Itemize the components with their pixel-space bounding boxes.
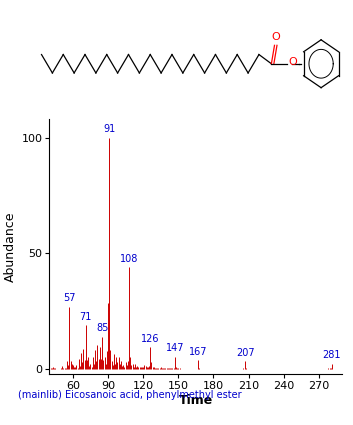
Text: 281: 281 xyxy=(323,350,341,360)
Text: 108: 108 xyxy=(120,254,138,264)
Text: 167: 167 xyxy=(189,347,208,357)
Text: 71: 71 xyxy=(79,312,92,322)
Text: (mainlib) Eicosanoic acid, phenylmethyl ester: (mainlib) Eicosanoic acid, phenylmethyl … xyxy=(18,389,241,400)
Text: 57: 57 xyxy=(63,293,76,303)
X-axis label: Time: Time xyxy=(179,394,213,407)
Text: 207: 207 xyxy=(236,348,255,358)
Text: O: O xyxy=(272,31,280,42)
Text: 91: 91 xyxy=(103,124,115,134)
Text: 126: 126 xyxy=(141,334,160,344)
Text: 147: 147 xyxy=(166,343,184,353)
Text: O: O xyxy=(288,57,297,67)
Y-axis label: Abundance: Abundance xyxy=(4,211,17,282)
Text: 85: 85 xyxy=(96,323,108,334)
